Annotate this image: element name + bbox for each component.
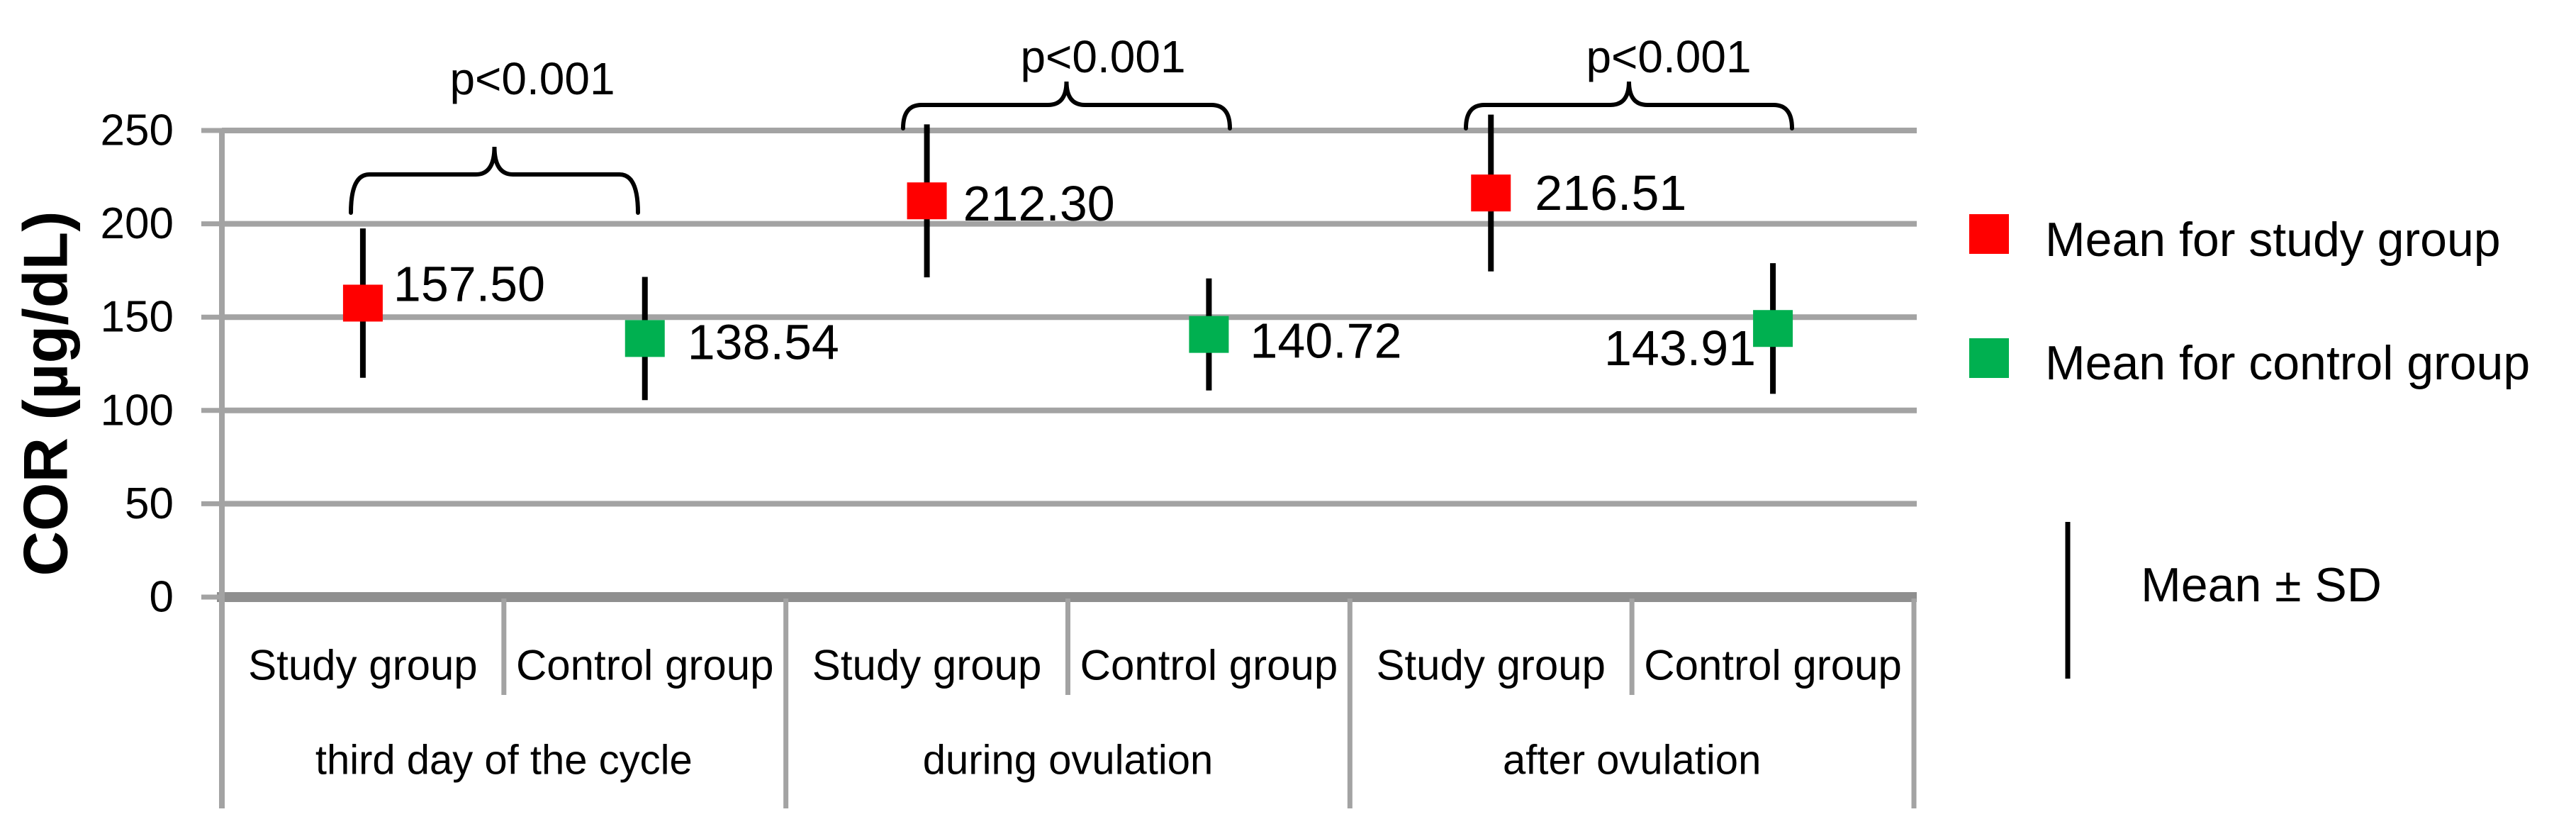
y-tick-label: 50	[125, 479, 174, 528]
significance-bracket	[349, 146, 640, 215]
legend-swatch-control-icon	[1969, 338, 2009, 378]
category-label: Study group	[248, 642, 478, 689]
p-value-label: p<0.001	[1020, 31, 1185, 82]
value-label: 157.50	[393, 256, 545, 311]
legend: Mean for study group Mean for control gr…	[1969, 213, 2530, 390]
significance-bracket	[901, 81, 1232, 130]
value-label: 140.72	[1250, 313, 1401, 369]
group-label: third day of the cycle	[315, 737, 693, 784]
y-tick-label: 100	[101, 386, 174, 435]
sd-key-label: Mean ± SD	[2141, 558, 2382, 612]
group-label: after ovulation	[1503, 737, 1761, 784]
legend-swatch-study-icon	[1969, 214, 2009, 254]
significance-bracket	[1464, 81, 1794, 130]
value-label: 216.51	[1535, 165, 1686, 221]
mean-marker-study	[907, 182, 947, 220]
category-label: Study group	[1376, 642, 1606, 689]
mean-marker-study	[1471, 174, 1511, 212]
sd-key: Mean ± SD	[2065, 522, 2382, 679]
mean-marker-study	[342, 284, 383, 322]
p-value-label: p<0.001	[449, 53, 615, 104]
mean-marker-control	[625, 320, 665, 357]
category-label: Control group	[1080, 642, 1338, 689]
value-label: 212.30	[963, 176, 1115, 231]
group-label: during ovulation	[923, 737, 1214, 784]
y-tick-label: 250	[101, 106, 174, 155]
plot-area: 250 200 150 100 50 0 Study group Control group S…	[101, 31, 1917, 808]
category-label: Control group	[1644, 642, 1902, 689]
value-label: 138.54	[688, 314, 839, 369]
mean-marker-control	[1753, 310, 1793, 347]
value-label: 143.91	[1604, 321, 1756, 376]
y-axis-title: COR (µg/dL)	[11, 211, 81, 576]
legend-label-control: Mean for control group	[2045, 336, 2530, 390]
category-label: Study group	[812, 642, 1042, 689]
y-tick-label: 0	[150, 573, 174, 622]
mean-marker-control	[1189, 316, 1229, 353]
y-tick-label: 150	[101, 293, 174, 342]
p-value-label: p<0.001	[1586, 31, 1751, 82]
legend-label-study: Mean for study group	[2045, 213, 2501, 267]
category-label: Control group	[516, 642, 774, 689]
y-tick-label: 200	[101, 199, 174, 248]
